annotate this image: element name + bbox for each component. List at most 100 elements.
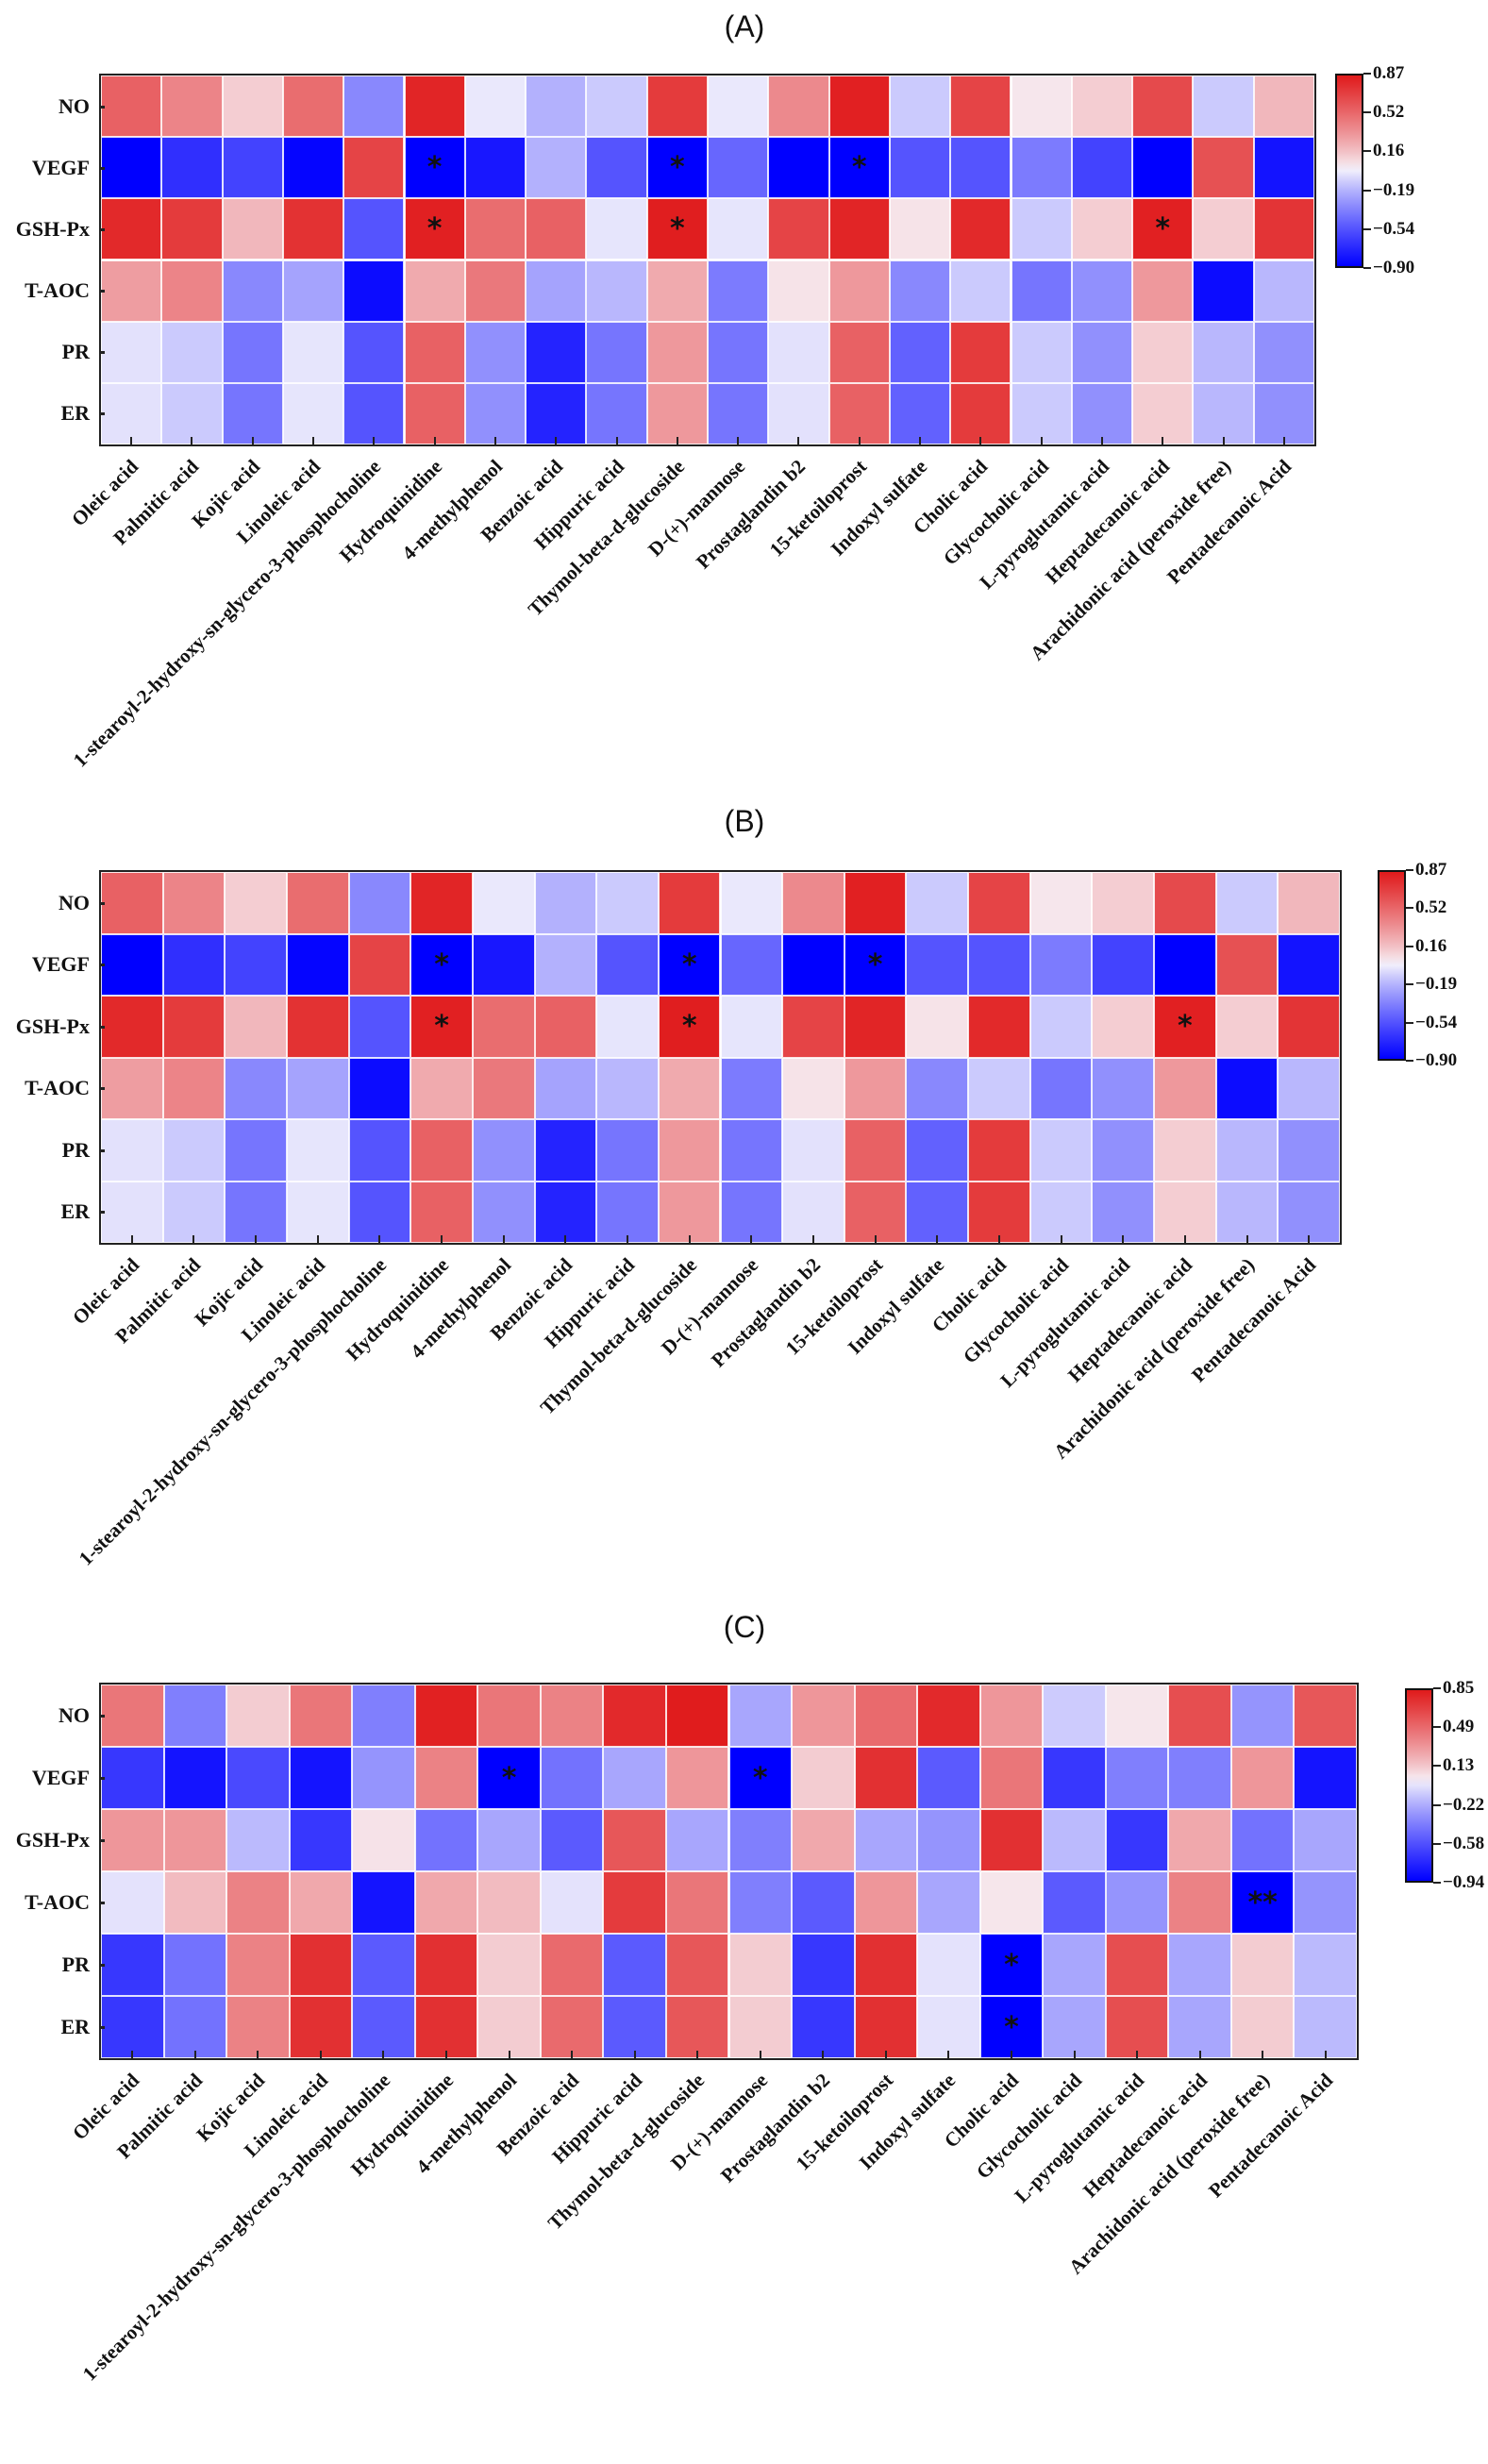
heatmap-cell xyxy=(792,1934,855,1996)
heatmap-cell xyxy=(586,260,647,322)
heatmap-cell xyxy=(472,872,535,934)
column-tick xyxy=(191,437,193,446)
heatmap-cell xyxy=(728,1934,793,1996)
significance-marker: * xyxy=(1004,1948,1019,1982)
heatmap-cell xyxy=(968,933,1030,996)
heatmap-cell xyxy=(1071,75,1133,138)
heatmap-cell xyxy=(1154,933,1216,996)
heatmap-cell xyxy=(1193,137,1254,199)
heatmap-cell xyxy=(665,1809,729,1871)
heatmap-cell xyxy=(343,198,405,260)
heatmap-cell xyxy=(534,1057,597,1119)
heatmap-cell xyxy=(1043,1685,1106,1747)
heatmap-cell xyxy=(1253,382,1314,444)
heatmap-cell xyxy=(968,1181,1030,1243)
heatmap-cell xyxy=(477,1871,541,1934)
heatmap-cell xyxy=(828,198,890,260)
colorbar-tick xyxy=(1433,1842,1441,1845)
heatmap-cell xyxy=(1105,1809,1169,1871)
row-label: NO xyxy=(59,890,90,914)
heatmap-cell xyxy=(343,321,405,383)
heatmap-cell xyxy=(282,382,344,444)
colorbar xyxy=(1405,1688,1433,1883)
row-label: ER xyxy=(60,401,90,426)
heatmap-cell: * xyxy=(828,137,890,199)
heatmap-cell xyxy=(1043,1809,1106,1871)
heatmap-cell xyxy=(286,933,349,996)
heatmap-cell xyxy=(282,260,344,322)
heatmap-cell xyxy=(950,198,1012,260)
heatmap-cell xyxy=(526,382,587,444)
heatmap-cell xyxy=(101,198,162,260)
heatmap-cell xyxy=(708,198,769,260)
heatmap-cell xyxy=(162,933,226,996)
column-tick xyxy=(1122,1235,1125,1245)
heatmap-cell xyxy=(1043,1996,1106,2058)
column-tick xyxy=(615,437,618,446)
colorbar-tick xyxy=(1406,1021,1413,1024)
column-tick xyxy=(822,2051,825,2060)
heatmap-cell xyxy=(161,382,223,444)
heatmap-cell xyxy=(282,198,344,260)
heatmap: ****** xyxy=(99,1683,1359,2060)
colorbar-tick-label: −0.58 xyxy=(1443,1833,1485,1853)
heatmap-cell xyxy=(161,75,223,138)
heatmap-cell xyxy=(950,75,1012,138)
heatmap-cell xyxy=(1071,321,1133,383)
heatmap-cell xyxy=(226,1934,290,1996)
column-tick xyxy=(382,2051,385,2060)
row-tick xyxy=(99,166,105,170)
heatmap-cell xyxy=(1294,1809,1357,1871)
row-label: GSH-Px xyxy=(15,1828,90,1852)
column-tick xyxy=(441,1235,443,1245)
column-tick xyxy=(759,2051,761,2060)
heatmap-cell xyxy=(162,996,226,1058)
column-tick xyxy=(676,437,678,446)
heatmap-cell xyxy=(979,1871,1044,1934)
heatmap-cell xyxy=(1215,872,1279,934)
column-tick xyxy=(858,437,861,446)
heatmap-cell xyxy=(1215,933,1279,996)
heatmap-cell xyxy=(226,1871,290,1934)
heatmap-cell xyxy=(720,1119,783,1182)
row-label: VEGF xyxy=(31,1766,90,1789)
row-tick xyxy=(99,964,105,967)
heatmap-cell xyxy=(348,1119,411,1182)
heatmap-cell xyxy=(222,382,283,444)
heatmap-cell xyxy=(1278,1181,1340,1243)
heatmap-cell xyxy=(782,933,844,996)
heatmap-cell xyxy=(768,382,829,444)
row-tick xyxy=(99,351,105,355)
heatmap-cell xyxy=(889,321,951,383)
colorbar-tick xyxy=(1406,869,1413,871)
heatmap-cell xyxy=(1193,260,1254,322)
colorbar-tick-label: −0.22 xyxy=(1443,1794,1485,1815)
heatmap-cell xyxy=(1278,933,1340,996)
heatmap-cell xyxy=(1092,996,1155,1058)
colorbar-tick-label: −0.54 xyxy=(1373,218,1415,239)
heatmap-cell xyxy=(1230,1934,1295,1996)
column-tick xyxy=(1073,2051,1076,2060)
heatmap-cell xyxy=(163,1809,227,1871)
heatmap-cell xyxy=(1092,872,1155,934)
heatmap-cell xyxy=(768,75,829,138)
heatmap-cell xyxy=(289,1996,353,2058)
heatmap-cell xyxy=(854,1871,918,1934)
heatmap-cell xyxy=(1294,1871,1357,1934)
colorbar-tick xyxy=(1433,1687,1441,1689)
heatmap-cell xyxy=(540,1747,604,1809)
heatmap-cell xyxy=(596,1057,659,1119)
heatmap-cell xyxy=(1168,1934,1231,1996)
heatmap-cell xyxy=(586,137,647,199)
column-tick xyxy=(627,1235,629,1245)
heatmap-cell xyxy=(665,1996,729,2058)
heatmap-cell xyxy=(792,1871,855,1934)
heatmap-cell xyxy=(596,1119,659,1182)
heatmap-cell xyxy=(728,1996,793,2058)
heatmap-cell xyxy=(658,1119,721,1182)
column-tick xyxy=(508,2051,510,2060)
heatmap-cell xyxy=(1092,1057,1155,1119)
heatmap-cell xyxy=(286,1057,349,1119)
column-tick xyxy=(997,1235,1000,1245)
column-tick xyxy=(564,1235,567,1245)
